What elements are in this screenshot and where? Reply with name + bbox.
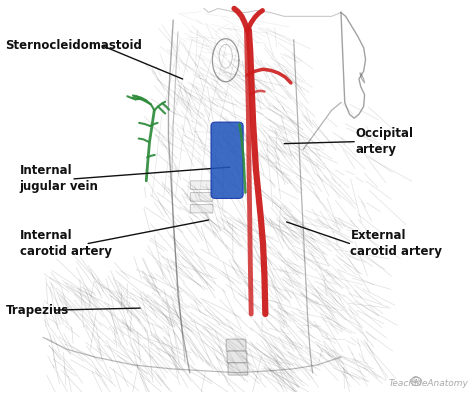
Text: ©: © (411, 376, 420, 385)
FancyBboxPatch shape (190, 193, 213, 201)
Text: Occipital
artery: Occipital artery (355, 127, 413, 156)
FancyBboxPatch shape (211, 122, 243, 198)
Text: Sternocleidomastoid: Sternocleidomastoid (5, 39, 142, 52)
FancyBboxPatch shape (190, 204, 213, 213)
Text: TeachMeAnatomy: TeachMeAnatomy (389, 378, 469, 387)
Text: Internal
jugular vein: Internal jugular vein (19, 164, 99, 193)
FancyBboxPatch shape (227, 351, 247, 363)
Text: Trapezius: Trapezius (5, 303, 69, 317)
Text: External
carotid artery: External carotid artery (350, 229, 442, 258)
Text: Internal
carotid artery: Internal carotid artery (19, 229, 111, 258)
FancyBboxPatch shape (228, 363, 248, 375)
FancyBboxPatch shape (226, 339, 246, 352)
FancyBboxPatch shape (190, 181, 213, 189)
